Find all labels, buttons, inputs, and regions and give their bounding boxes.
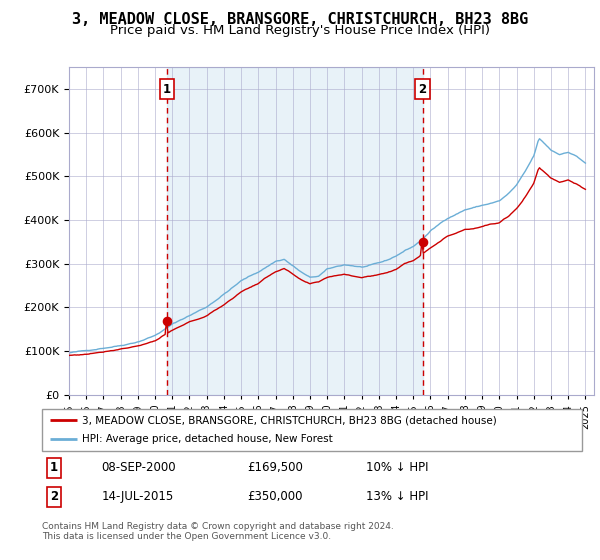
Text: Price paid vs. HM Land Registry's House Price Index (HPI): Price paid vs. HM Land Registry's House …: [110, 24, 490, 37]
Text: Contains HM Land Registry data © Crown copyright and database right 2024.
This d: Contains HM Land Registry data © Crown c…: [42, 522, 394, 542]
Text: 13% ↓ HPI: 13% ↓ HPI: [366, 490, 428, 503]
Text: HPI: Average price, detached house, New Forest: HPI: Average price, detached house, New …: [83, 435, 333, 445]
Text: 10% ↓ HPI: 10% ↓ HPI: [366, 461, 428, 474]
Text: 3, MEADOW CLOSE, BRANSGORE, CHRISTCHURCH, BH23 8BG: 3, MEADOW CLOSE, BRANSGORE, CHRISTCHURCH…: [72, 12, 528, 27]
Text: 1: 1: [163, 82, 171, 96]
Text: 1: 1: [50, 461, 58, 474]
Point: [162, 316, 172, 325]
Text: 2: 2: [50, 490, 58, 503]
FancyBboxPatch shape: [42, 409, 582, 451]
Text: £169,500: £169,500: [247, 461, 303, 474]
Text: 14-JUL-2015: 14-JUL-2015: [101, 490, 173, 503]
Text: £350,000: £350,000: [247, 490, 303, 503]
Bar: [167, 67, 422, 395]
Text: 2: 2: [418, 82, 427, 96]
Text: 08-SEP-2000: 08-SEP-2000: [101, 461, 176, 474]
Text: 3, MEADOW CLOSE, BRANSGORE, CHRISTCHURCH, BH23 8BG (detached house): 3, MEADOW CLOSE, BRANSGORE, CHRISTCHURCH…: [83, 415, 497, 425]
Point: [418, 237, 427, 246]
